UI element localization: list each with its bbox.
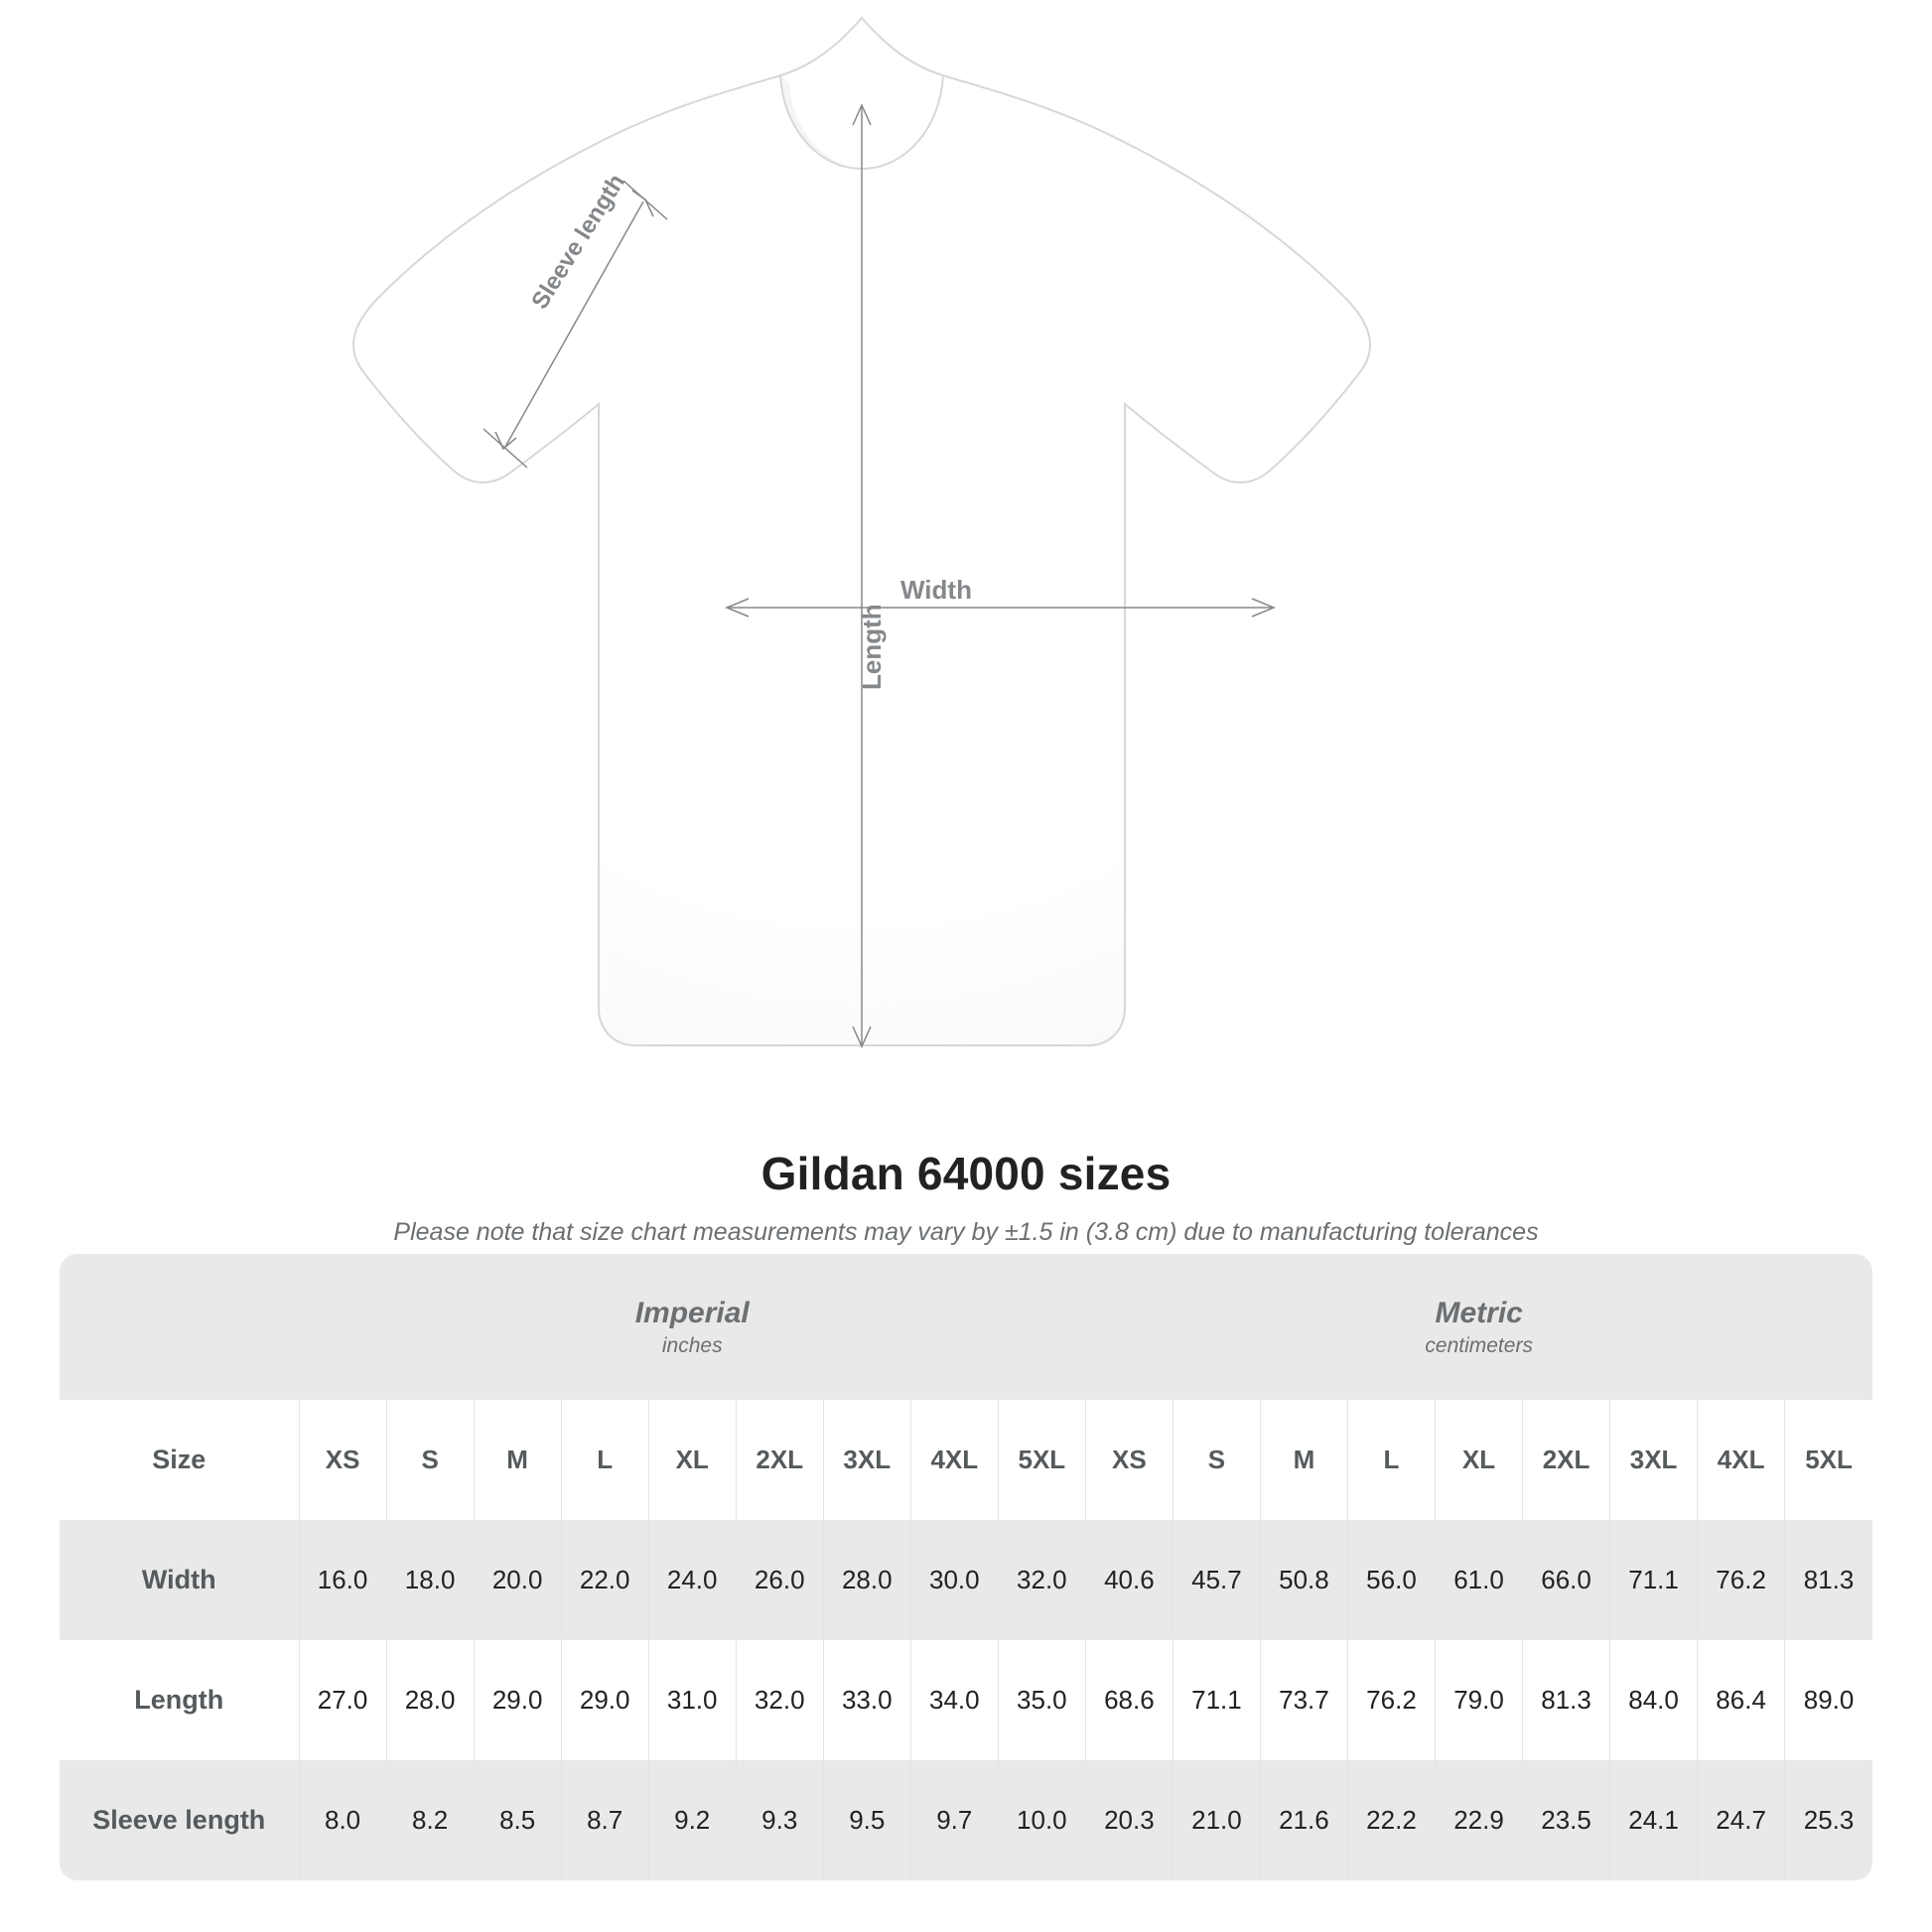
svg-text:Width: Width [900, 575, 972, 605]
svg-text:Length: Length [857, 604, 887, 690]
